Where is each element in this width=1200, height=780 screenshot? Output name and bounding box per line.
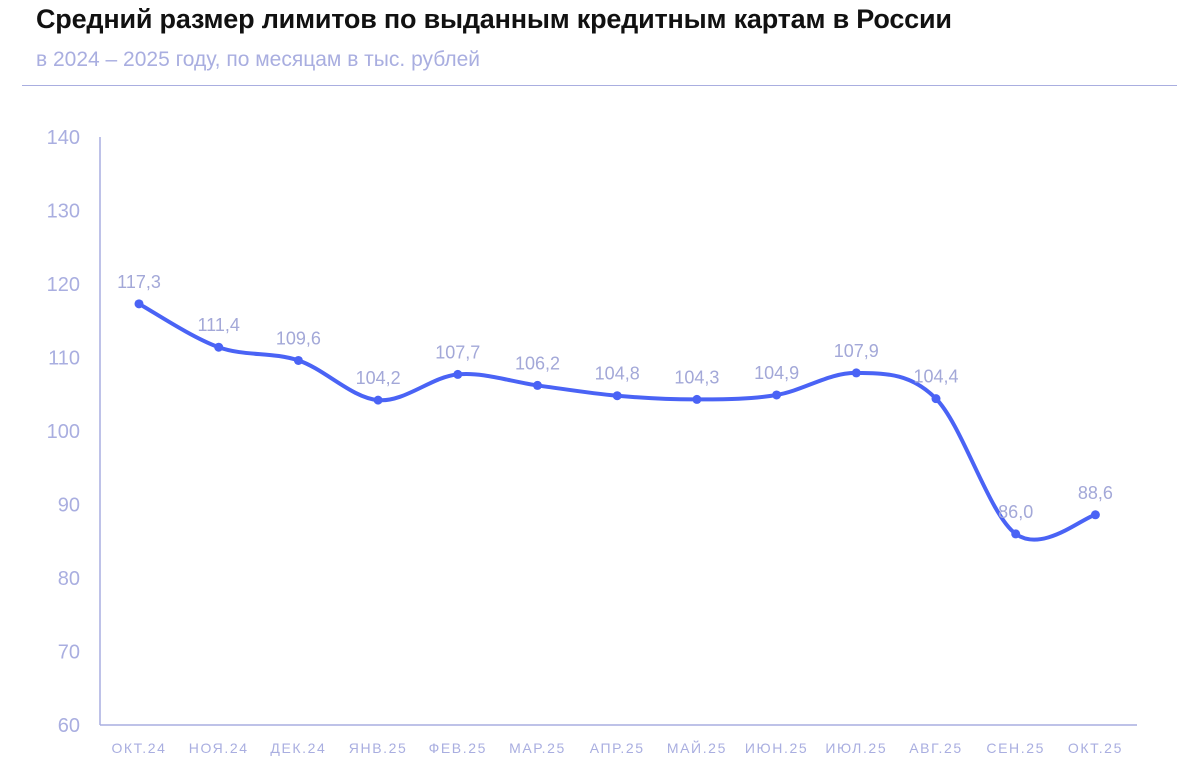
- data-point: [134, 299, 144, 309]
- data-point: [293, 355, 303, 365]
- x-tick-label: МАЙ.25: [667, 739, 727, 756]
- data-point: [453, 369, 463, 379]
- data-label: 104,3: [674, 367, 719, 387]
- data-point: [1090, 510, 1100, 520]
- data-label: 104,2: [356, 368, 401, 388]
- data-label: 109,6: [276, 328, 321, 348]
- y-tick-label: 90: [58, 495, 80, 517]
- y-tick-label: 110: [48, 348, 80, 370]
- x-tick-label: ОКТ.25: [1068, 740, 1123, 756]
- x-tick-label: ФЕВ.25: [429, 740, 487, 756]
- chart-title: Средний размер лимитов по выданным креди…: [36, 4, 952, 34]
- x-tick-label: ИЮЛ.25: [825, 740, 887, 756]
- data-label: 117,3: [117, 272, 161, 292]
- y-tick-label: 130: [47, 201, 80, 223]
- data-point: [851, 368, 861, 378]
- data-point: [373, 395, 383, 405]
- chart-subtitle: в 2024 – 2025 году, по месяцам в тыс. ру…: [36, 48, 480, 71]
- x-tick-label: МАР.25: [509, 740, 566, 756]
- data-label: 106,2: [515, 353, 560, 373]
- data-label: 104,8: [595, 364, 640, 384]
- data-label: 86,0: [998, 502, 1033, 522]
- x-tick-label: ДЕК.24: [270, 740, 326, 756]
- data-label: 88,6: [1078, 483, 1113, 503]
- x-tick-label: ИЮН.25: [745, 740, 808, 756]
- y-tick-label: 60: [58, 715, 80, 737]
- data-point: [692, 394, 702, 404]
- x-tick-label: ЯНВ.25: [349, 740, 408, 756]
- data-label: 107,9: [834, 341, 879, 361]
- y-tick-label: 140: [47, 127, 80, 149]
- data-point: [931, 394, 941, 404]
- data-point: [533, 380, 542, 390]
- data-point: [1011, 529, 1021, 539]
- data-label: 104,9: [754, 363, 799, 383]
- x-tick-label: АВГ.25: [909, 740, 963, 756]
- y-tick-label: 80: [58, 568, 80, 590]
- data-point: [214, 342, 224, 352]
- title-divider: [22, 85, 1177, 86]
- data-point: [772, 390, 782, 400]
- y-tick-label: 120: [47, 274, 80, 296]
- y-tick-label: 70: [58, 642, 80, 664]
- data-point: [612, 391, 622, 401]
- y-tick-label: 100: [47, 421, 80, 443]
- data-label: 111,4: [198, 315, 240, 335]
- x-tick-label: ОКТ.24: [111, 740, 166, 756]
- x-tick-label: АПР.25: [590, 740, 645, 756]
- data-label: 107,7: [435, 342, 480, 362]
- x-tick-label: СЕН.25: [986, 740, 1045, 756]
- x-tick-label: НОЯ.24: [189, 740, 249, 756]
- data-label: 104,4: [913, 367, 958, 387]
